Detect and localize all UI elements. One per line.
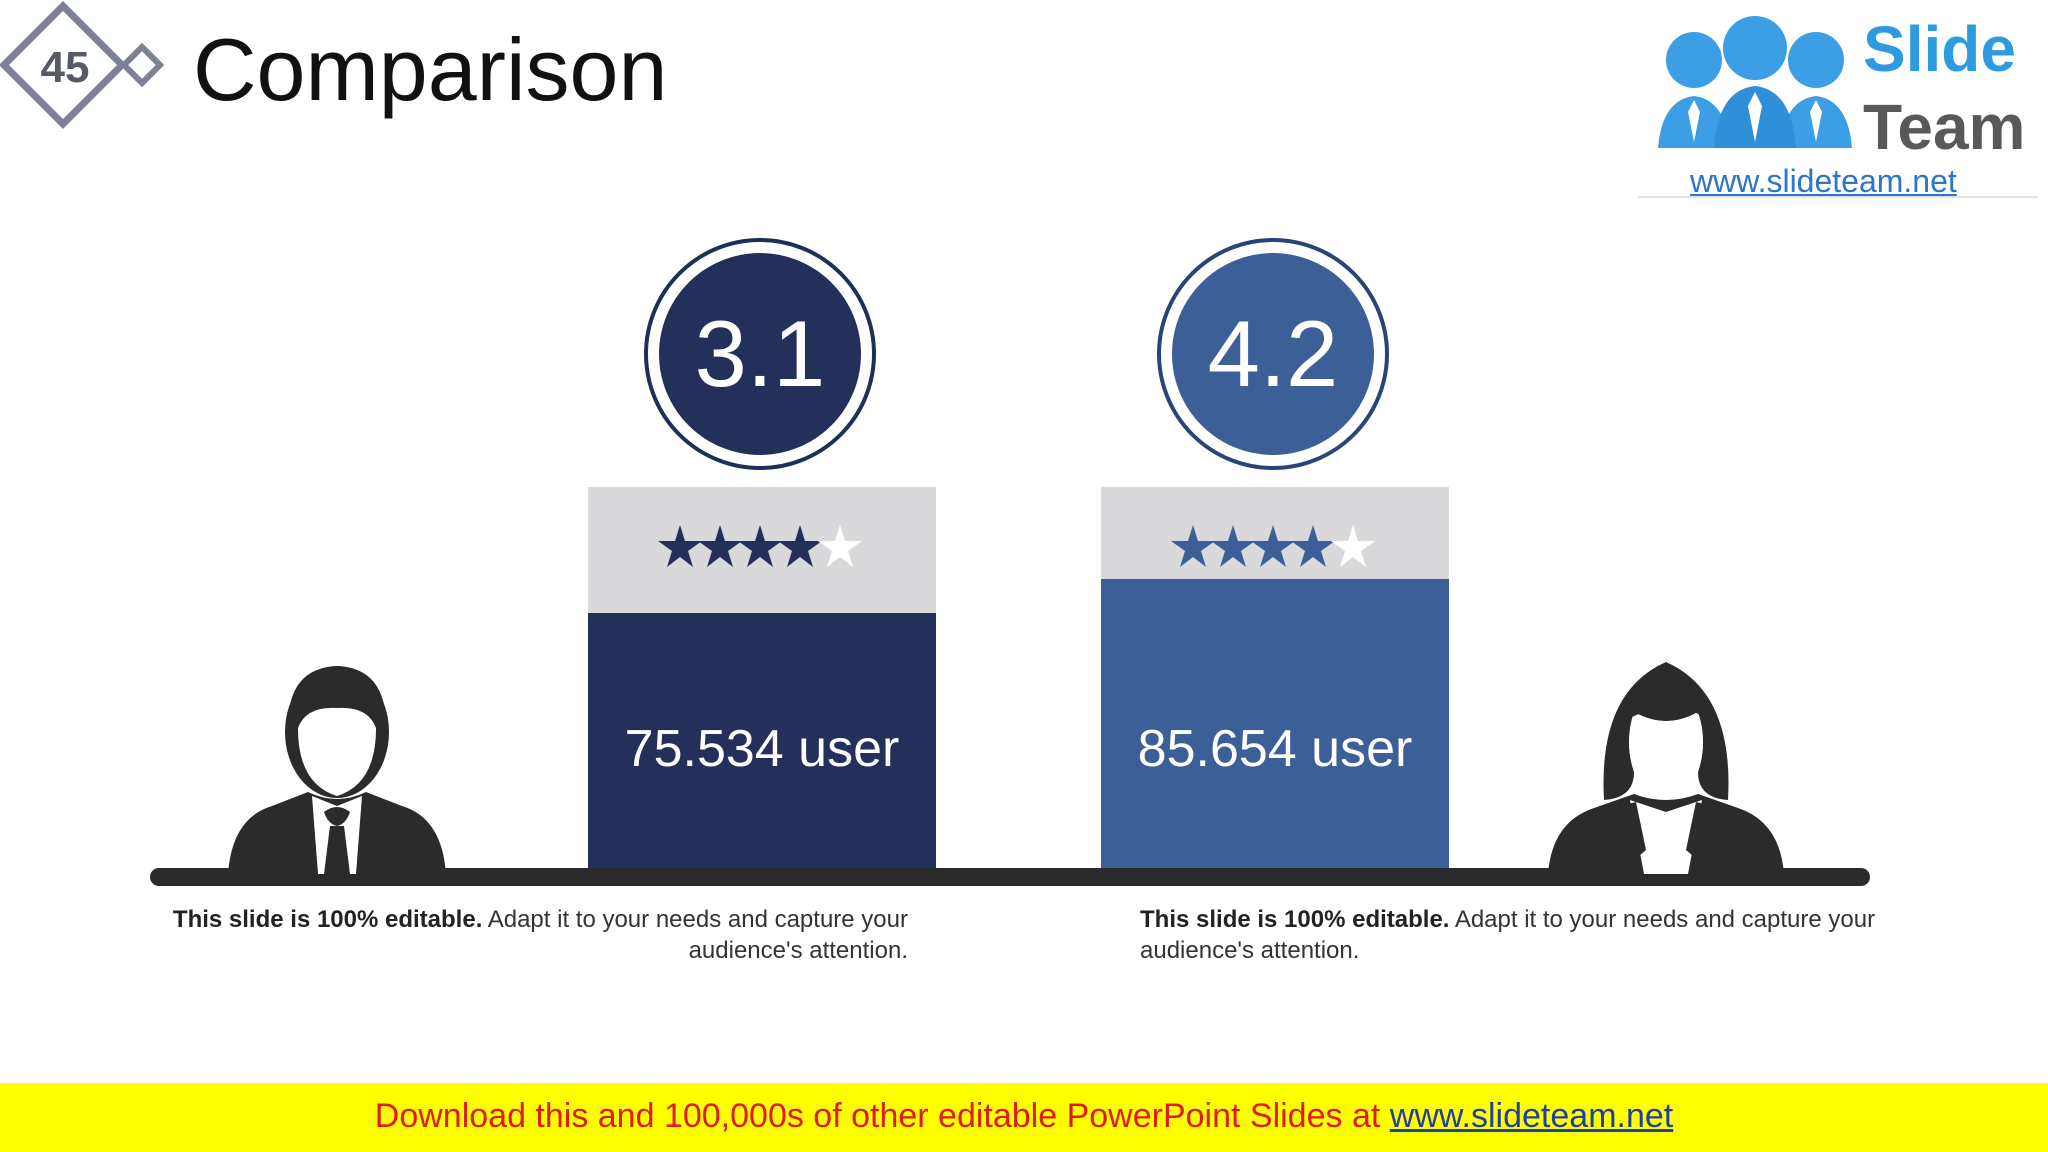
diamond-badge-icon xyxy=(0,1,165,129)
caption-bold: This slide is 100% editable. xyxy=(1140,906,1450,933)
star-icon xyxy=(1211,525,1255,567)
rating-value: 3.1 xyxy=(659,253,861,455)
star-empty-icon xyxy=(1331,525,1375,567)
star-icon xyxy=(1251,525,1295,567)
rating-ring xyxy=(644,238,876,470)
star-icon xyxy=(1291,525,1335,567)
caption-text: Adapt it to your needs and capture your … xyxy=(1140,906,1876,964)
star-icon xyxy=(778,525,822,567)
caption-bold: This slide is 100% editable. xyxy=(172,906,483,933)
user-count-bar: 85.654 user xyxy=(1101,579,1449,869)
star-icon xyxy=(738,525,782,567)
page-title: Comparison xyxy=(193,20,668,119)
caption-right: This slide is 100% editable. Adapt it to… xyxy=(1140,904,1880,966)
star-rating-icons xyxy=(658,525,862,567)
download-banner: Download this and 100,000s of other edit… xyxy=(0,1083,2048,1152)
star-icon xyxy=(698,525,742,567)
star-empty-icon xyxy=(818,525,862,567)
rating-value: 4.2 xyxy=(1172,253,1374,455)
footer-link[interactable]: www.slideteam.net xyxy=(1389,1097,1674,1135)
logo-divider xyxy=(1638,196,2038,198)
logo-word-slide: Slide xyxy=(1863,13,2016,85)
rating-ring xyxy=(1157,238,1389,470)
user-count: 75.534 user xyxy=(624,720,900,778)
businesswoman-icon xyxy=(1548,662,1784,874)
user-count-bar: 75.534 user xyxy=(588,613,936,869)
caption-left: This slide is 100% editable. Adapt it to… xyxy=(168,904,908,966)
star-icon xyxy=(1171,525,1215,567)
star-rating-icons xyxy=(1171,525,1375,567)
slide-number-badge: 45 xyxy=(0,0,170,135)
star-rating-band xyxy=(588,487,936,613)
caption-text: Adapt it to your needs and capture your … xyxy=(482,906,908,964)
team-people-icon xyxy=(1658,16,1852,148)
base-line xyxy=(150,868,1870,886)
star-icon xyxy=(658,525,702,567)
slideteam-logo[interactable]: Slide Team www.slideteam.net xyxy=(1638,0,2038,200)
slide-number: 45 xyxy=(40,43,90,92)
businessman-icon xyxy=(228,666,446,874)
user-count: 85.654 user xyxy=(1137,720,1413,778)
footer-text: Download this and 100,000s of other edit… xyxy=(374,1097,1390,1135)
logo-word-team: Team xyxy=(1863,91,2026,163)
download-banner-text: Download this and 100,000s of other edit… xyxy=(0,1093,2048,1139)
logo-url-link[interactable]: www.slideteam.net xyxy=(1690,163,1957,199)
